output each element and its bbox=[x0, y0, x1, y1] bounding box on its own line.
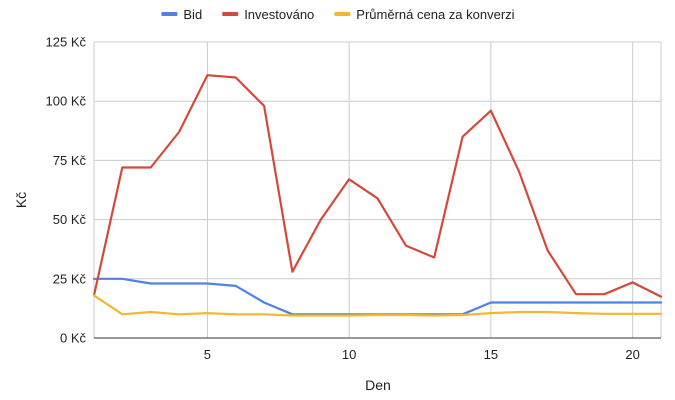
legend-item: Investováno bbox=[222, 7, 314, 22]
y-tick-label: 50 Kč bbox=[53, 212, 87, 227]
legend-swatch bbox=[334, 12, 351, 16]
y-tick-label: 0 Kč bbox=[60, 331, 87, 346]
y-tick-label: 75 Kč bbox=[53, 153, 87, 168]
y-axis-tick-labels: 0 Kč 25 Kč 50 Kč 75 Kč 100 Kč 125 Kč bbox=[46, 35, 87, 346]
y-tick-label: 125 Kč bbox=[46, 35, 87, 50]
y-tick-label: 100 Kč bbox=[46, 94, 87, 109]
legend-item: Bid bbox=[161, 7, 202, 22]
legend-label: Průměrná cena za konverzi bbox=[356, 7, 514, 22]
x-tick-label: 10 bbox=[342, 347, 356, 362]
x-axis-tick-labels: 5 10 15 20 bbox=[204, 347, 640, 362]
legend-item: Průměrná cena za konverzi bbox=[334, 7, 515, 22]
x-axis-title: Den bbox=[365, 377, 391, 393]
x-tick-label: 20 bbox=[625, 347, 639, 362]
x-tick-label: 5 bbox=[204, 347, 211, 362]
series-line-prumerna-cena-za-konverzi bbox=[92, 294, 663, 317]
horizontal-gridlines bbox=[94, 41, 661, 339]
x-tick-label: 15 bbox=[484, 347, 498, 362]
vertical-gridlines bbox=[93, 42, 662, 338]
legend-label: Investováno bbox=[244, 7, 314, 22]
legend-swatch bbox=[161, 12, 178, 16]
y-axis-title: Kč bbox=[13, 192, 29, 208]
legend-swatch bbox=[222, 12, 239, 16]
series-line-investovano bbox=[92, 74, 663, 298]
legend-label: Bid bbox=[183, 7, 202, 22]
legend: Bid Investováno Průměrná cena za konverzi bbox=[161, 7, 515, 22]
series-line-bid bbox=[92, 277, 663, 316]
y-tick-label: 25 Kč bbox=[53, 271, 87, 286]
series-lines bbox=[92, 74, 663, 317]
